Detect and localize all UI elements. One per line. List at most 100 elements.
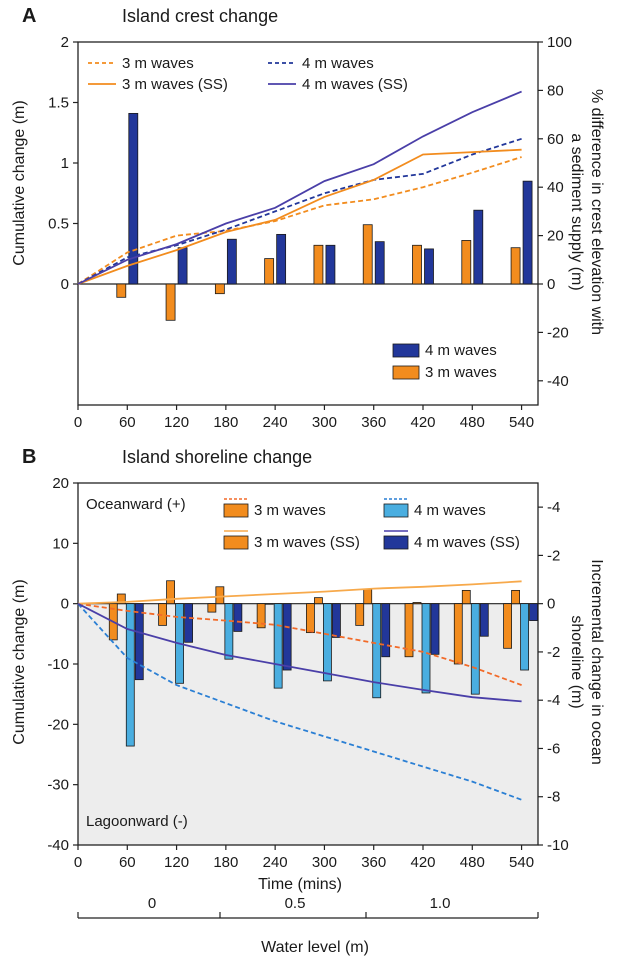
y2-tick-label: -4 (547, 692, 560, 709)
bar-3-m-waves-ss- (363, 588, 373, 605)
x-tick-label: 300 (312, 414, 337, 431)
legend-label: 3 m waves (SS) (254, 534, 360, 551)
water-level-label: Water level (m) (261, 939, 369, 956)
y-tick-label: 1.5 (48, 95, 69, 112)
x-tick-label: 240 (263, 854, 288, 871)
y-tick-label: 20 (52, 475, 69, 492)
line-3-m-waves (77, 602, 522, 686)
bar-4-m-waves (177, 247, 188, 285)
x-tick-label: 240 (263, 414, 288, 431)
bar-3-m-waves-ss- (215, 586, 225, 605)
bar-3-m-waves (355, 603, 365, 626)
bar-3-m-waves (165, 283, 176, 321)
bar-4-m-waves (276, 233, 287, 285)
bar-3-m-waves (306, 603, 315, 634)
legend-line-label: 4 m waves (302, 55, 374, 72)
bar-3-m-waves-ss- (166, 580, 175, 605)
panel-a-label: A (22, 5, 36, 27)
line-4-m-waves-ss- (77, 602, 522, 703)
bar-3-m-waves (256, 603, 266, 629)
legend-line-label: 3 m waves (122, 55, 194, 72)
bar-4-m-waves (473, 209, 484, 285)
y2-tick-label: -6 (547, 740, 560, 757)
y-tick-label: 0.5 (48, 216, 69, 233)
legend-bar-swatch (392, 365, 420, 380)
bar-3-m-waves (510, 247, 521, 285)
bar-4-m-waves-ss- (332, 603, 341, 638)
y-tick-label: -30 (47, 777, 69, 794)
y2-tick-label: -10 (547, 837, 569, 854)
annotation-lagoonward: Lagoonward (-) (86, 813, 188, 830)
bar-4-m-waves-ss- (479, 603, 489, 637)
panel-b-label: B (22, 446, 36, 468)
legend-bar-swatch (223, 535, 249, 550)
bar-3-m-waves (116, 283, 127, 298)
panel-b-xlabel: Time (mins) (258, 876, 342, 893)
bar-4-m-waves (323, 603, 332, 682)
x-tick-label: 0 (74, 414, 82, 431)
y-tick-label: 0 (61, 276, 69, 293)
bar-4-m-waves-ss- (282, 603, 292, 671)
lagoonward-shading (78, 603, 538, 845)
y2-tick-label: -2 (547, 547, 560, 564)
bar-4-m-waves-ss- (184, 603, 193, 643)
bar-4-m-waves (520, 603, 529, 671)
y-tick-label: 2 (61, 34, 69, 51)
line-3-m-waves-ss- (77, 148, 522, 285)
bar-4-m-waves (226, 238, 237, 285)
line-4-m-waves-ss- (77, 90, 522, 285)
bar-3-m-waves-ss- (314, 597, 323, 605)
legend-bar-swatch (383, 503, 409, 518)
bar-3-m-waves (362, 224, 373, 285)
y2-tick-label: 100 (547, 34, 572, 51)
bar-3-m-waves (412, 244, 422, 285)
water-level-tick-label: 0 (148, 895, 156, 912)
legend-label: 4 m waves (414, 502, 486, 519)
y-tick-label: 1 (61, 155, 69, 172)
x-tick-label: 120 (164, 414, 189, 431)
legend-label: 3 m waves (254, 502, 326, 519)
y2-tick-label: 0 (547, 276, 555, 293)
y2-tick-label: 40 (547, 179, 564, 196)
legend-bar-swatch (383, 535, 409, 550)
bar-4-m-waves (125, 603, 135, 747)
bar-4-m-waves (372, 603, 382, 699)
bar-3-m-waves (404, 603, 414, 658)
y-tick-label: 0 (61, 596, 69, 613)
bar-3-m-waves-ss- (511, 589, 520, 605)
bar-4-m-waves-ss- (233, 603, 243, 632)
x-tick-label: 60 (119, 414, 136, 431)
y2-tick-label: -40 (547, 373, 569, 390)
x-tick-label: 420 (410, 414, 435, 431)
panel-a-ylabel: Cumulative change (m) (11, 100, 28, 265)
panel-a-y2label-line2: a sediment supply (m) (568, 133, 585, 290)
line-3-m-waves-ss- (77, 580, 522, 605)
x-tick-label: 480 (460, 854, 485, 871)
water-level-tick-label: 1.0 (430, 895, 451, 912)
annotation-oceanward: Oceanward (+) (86, 496, 186, 513)
line-3-m-waves (77, 156, 522, 285)
panel-b-y2label-line2: shoreline (m) (568, 615, 585, 708)
water-level-axis: 0 0.5 1.0 (77, 895, 539, 919)
bar-4-m-waves (273, 603, 283, 689)
legend-bar-swatch (392, 343, 420, 358)
bar-4-m-waves-ss- (529, 603, 538, 621)
legend-bar-label: 4 m waves (425, 342, 497, 359)
bar-3-m-waves (313, 244, 324, 285)
bar-4-m-waves (421, 603, 431, 694)
bar-3-m-waves (214, 283, 225, 295)
x-tick-label: 360 (361, 414, 386, 431)
bar-3-m-waves (264, 258, 275, 285)
y-tick-label: -10 (47, 656, 69, 673)
y2-tick-label: 0 (547, 596, 555, 613)
x-tick-label: 60 (119, 854, 136, 871)
bar-3-m-waves-ss- (461, 589, 471, 605)
bar-4-m-waves (128, 112, 139, 285)
bar-4-m-waves (325, 244, 336, 285)
x-tick-label: 300 (312, 854, 337, 871)
y-tick-label: -40 (47, 837, 69, 854)
bar-4-m-waves-ss- (134, 603, 144, 681)
x-tick-label: 420 (410, 854, 435, 871)
x-tick-label: 180 (213, 854, 238, 871)
bar-4-m-waves (470, 603, 480, 695)
